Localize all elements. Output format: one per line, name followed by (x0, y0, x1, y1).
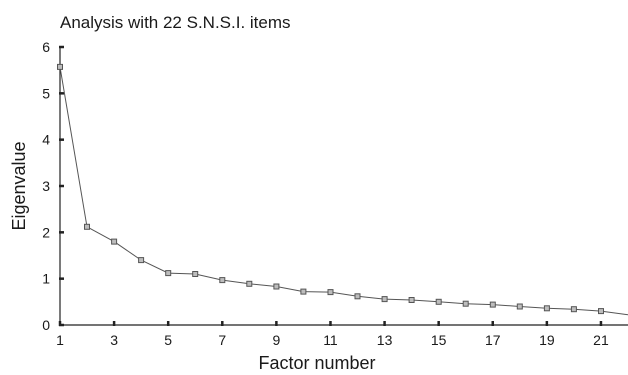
data-point (138, 257, 145, 264)
data-point (327, 289, 334, 296)
y-axis-ticks: 0 1 2 3 4 5 6 (42, 39, 64, 333)
chart-title: Analysis with 22 S.N.S.I. items (60, 13, 291, 32)
x-tick-label: 17 (485, 332, 501, 348)
x-tick-label: 19 (539, 332, 555, 348)
x-tick-label: 7 (218, 332, 226, 348)
data-point (435, 298, 442, 305)
x-tick-label: 1 (56, 332, 64, 348)
data-point (192, 271, 199, 277)
data-point (111, 238, 118, 245)
data-point (84, 223, 90, 230)
x-tick-label: 11 (323, 332, 338, 348)
data-point (598, 308, 604, 315)
y-tick-label: 0 (42, 317, 50, 333)
y-tick-label: 1 (42, 271, 50, 287)
eigenvalue-series (57, 63, 628, 316)
y-tick-label: 5 (42, 85, 50, 101)
data-point (570, 306, 577, 313)
data-point (462, 300, 469, 307)
y-tick-label: 6 (42, 39, 50, 55)
x-tick-label: 21 (593, 332, 609, 348)
y-axis-label: Eigenvalue (9, 141, 29, 230)
y-tick-label: 3 (42, 178, 50, 194)
series-line (59, 66, 628, 316)
data-point (489, 301, 496, 308)
data-point (543, 305, 550, 312)
data-point (57, 63, 63, 70)
y-tick-label: 2 (42, 224, 50, 240)
data-point (246, 280, 253, 287)
data-point (381, 296, 388, 303)
data-point (516, 303, 523, 310)
data-point (354, 293, 361, 300)
x-tick-label: 15 (431, 332, 447, 348)
x-tick-label: 13 (377, 332, 393, 348)
x-tick-label: 9 (272, 332, 280, 348)
x-axis-label: Factor number (258, 353, 375, 373)
y-tick-label: 4 (42, 132, 50, 148)
data-point (273, 283, 280, 290)
data-point (219, 277, 226, 284)
data-point (300, 288, 307, 295)
data-point (408, 297, 415, 303)
x-axis-ticks: 1 3 5 7 9 11 13 15 17 19 21 (56, 321, 609, 348)
data-point (165, 270, 172, 277)
x-tick-label: 3 (110, 332, 118, 348)
x-tick-label: 5 (164, 332, 172, 348)
